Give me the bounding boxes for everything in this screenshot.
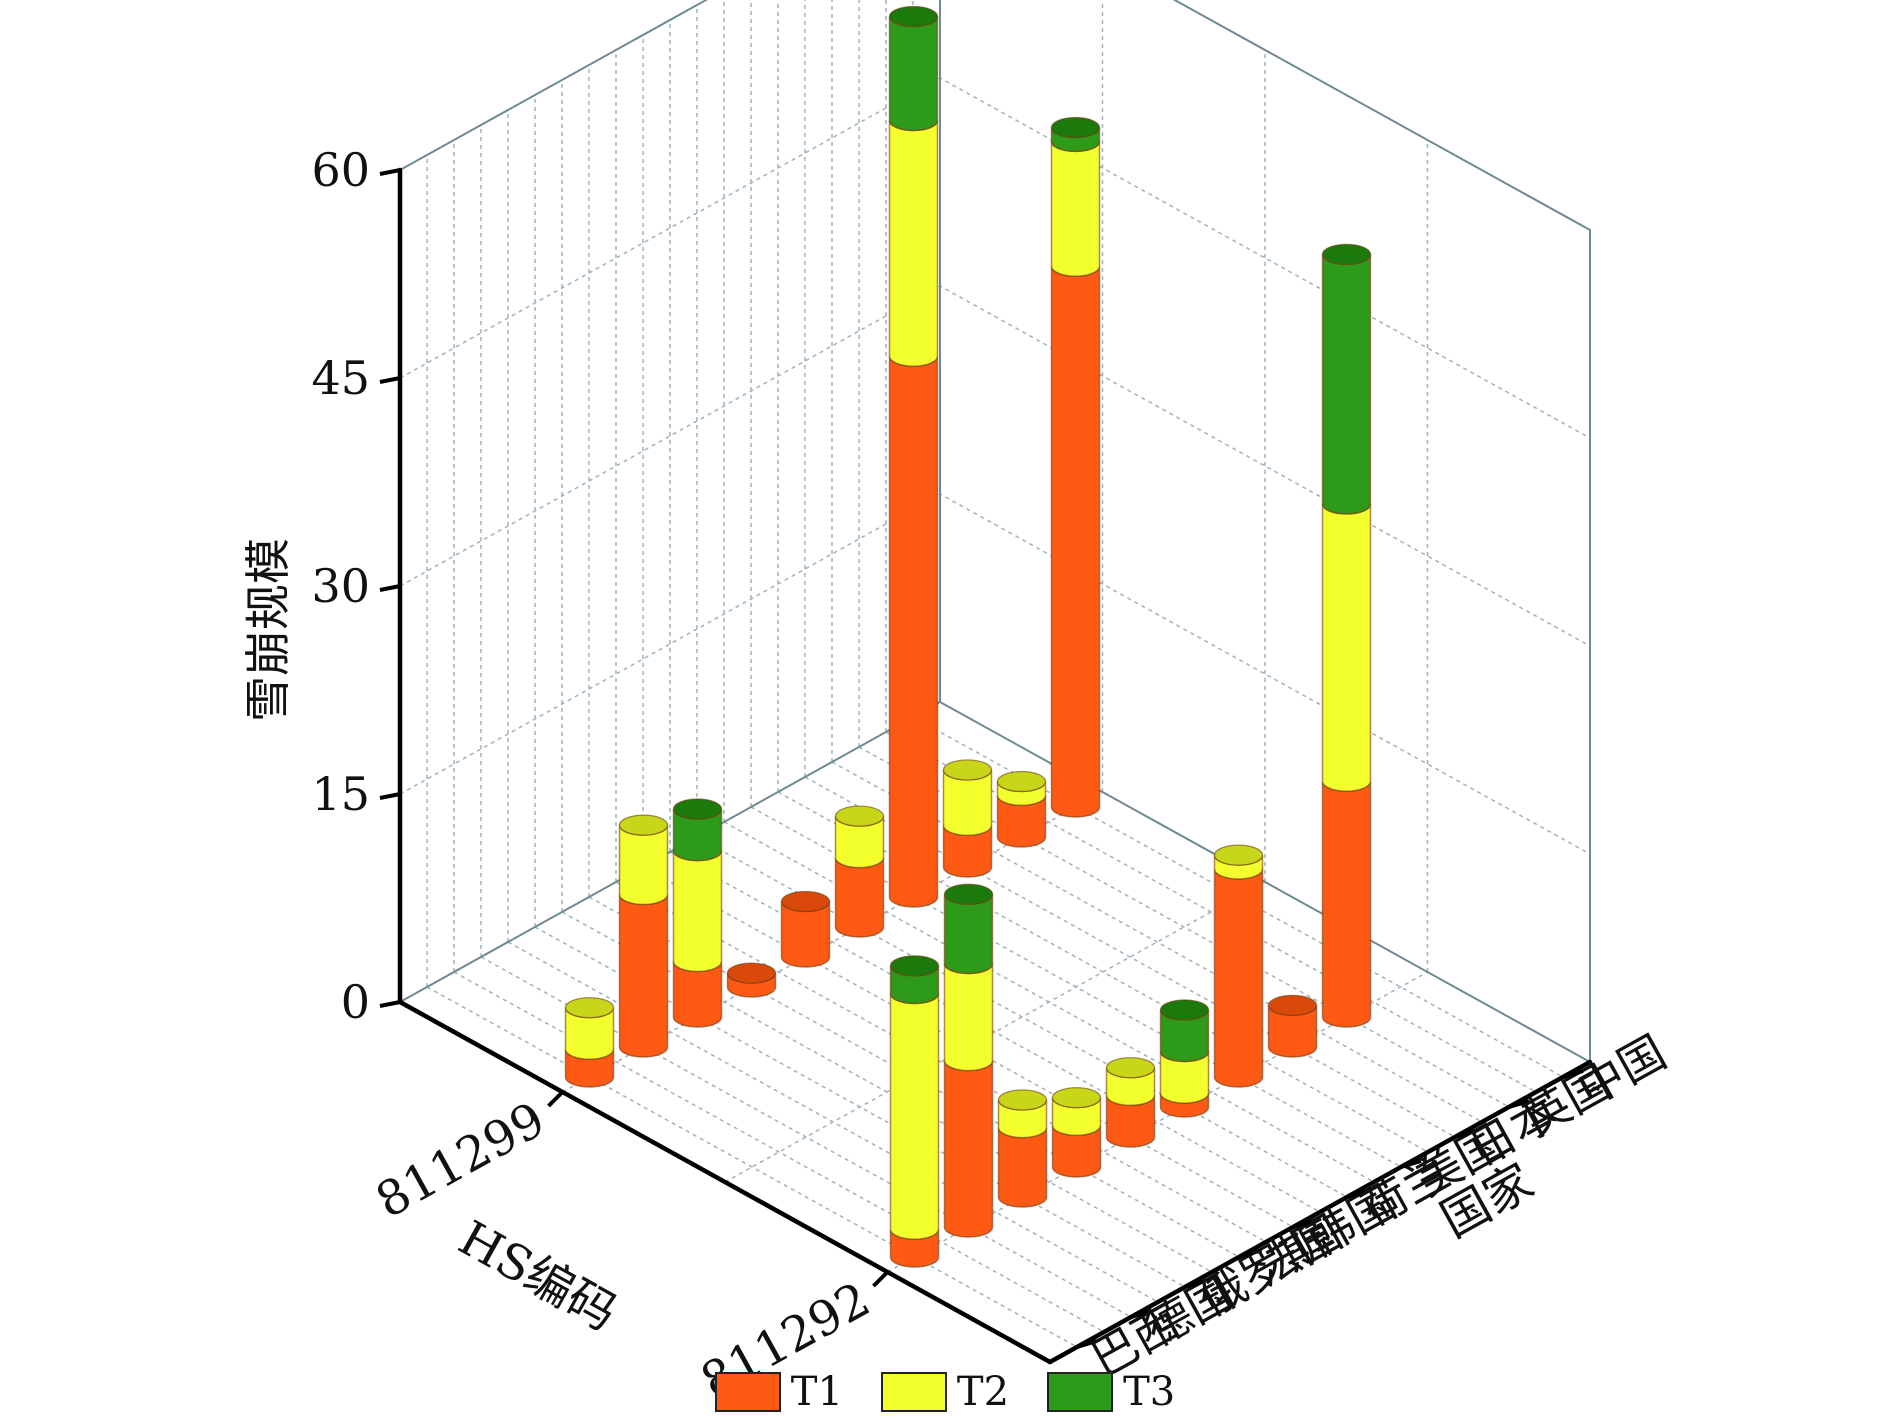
legend: T1 T2 T3 [0, 1368, 1890, 1416]
bar-811292-15-top [1159, 999, 1210, 1021]
code-tick-0 [547, 1090, 564, 1108]
country-tick-8 [1508, 1099, 1530, 1109]
bar-811299-9-seg-T2 [1050, 141, 1101, 277]
frame-back-floor-right [939, 701, 1591, 1063]
bar-811299-6-seg-T2 [888, 120, 939, 367]
legend-swatch-t1 [714, 1372, 781, 1412]
country-tick-6 [1400, 1159, 1422, 1169]
bar-811292-11-seg-T1 [943, 1060, 994, 1238]
bar-811292-14-top [1105, 1057, 1156, 1079]
bar-811292-18-seg-T1 [1321, 781, 1372, 1028]
country-axis-line [1047, 1059, 1593, 1365]
bar-811292-17-top [1267, 994, 1318, 1017]
z-tick-label-3: 45 [311, 351, 370, 405]
legend-swatch-t2 [880, 1372, 947, 1412]
z-tick-4 [379, 168, 401, 176]
bar-811299-8-top [996, 770, 1047, 793]
z-axis-title: 雪崩规模 [241, 538, 295, 722]
z-tick-2 [379, 584, 401, 592]
legend-label-t1: T1 [790, 1369, 843, 1415]
country-tick-1 [1130, 1309, 1152, 1319]
country-tick-9 [1562, 1069, 1584, 1079]
code-axis-line [397, 999, 1053, 1365]
bar-811299-1-seg-T2 [618, 825, 669, 906]
bar-811292-11-seg-T2 [943, 963, 994, 1072]
bar-811299-1-top [618, 814, 669, 836]
bar-811292-10-top [889, 955, 940, 977]
bar-811292-18-seg-T2 [1321, 503, 1372, 792]
bar-811299-5-top [834, 805, 885, 827]
code-tick-1 [872, 1270, 889, 1288]
bar-811299-6-top [888, 5, 939, 28]
country-tick-3 [1238, 1249, 1260, 1259]
legend-label-t2: T2 [956, 1369, 1010, 1415]
z-tick-label-0: 0 [341, 975, 370, 1029]
bar-811299-9-seg-T1 [1050, 266, 1101, 818]
grid-floor-v-1 [426, 986, 1078, 1348]
bar-811292-10-seg-T2 [889, 993, 940, 1240]
bar-811292-18-top [1321, 243, 1372, 265]
bar-811299-1-seg-T1 [618, 894, 669, 1058]
bar-811299-9-top [1050, 116, 1101, 139]
legend-label-t3: T3 [1123, 1369, 1176, 1415]
bar-811292-12-top [997, 1089, 1048, 1111]
legend-item-t3: T3 [1047, 1369, 1175, 1415]
z-tick-0 [379, 1000, 401, 1008]
country-tick-2 [1184, 1279, 1206, 1289]
grid-floor-u-2 [724, 881, 1266, 1183]
grid-floor-v-10 [669, 851, 1321, 1213]
legend-item-t1: T1 [714, 1369, 843, 1415]
country-tick-0 [1076, 1339, 1098, 1349]
legend-swatch-t3 [1047, 1372, 1114, 1412]
frame-back-floor-left [399, 701, 941, 1003]
country-tick-7 [1454, 1129, 1476, 1139]
bar-811299-5-seg-T1 [834, 857, 885, 938]
z-tick-label-4: 60 [311, 143, 370, 197]
bar-811299-7-top [942, 759, 993, 781]
bar-811299-2-seg-T2 [672, 850, 723, 973]
bar-811292-11-seg-T3 [943, 894, 994, 975]
frame-top [399, 0, 1591, 1062]
code-tick-label-0: 811299 [367, 1092, 554, 1230]
legend-item-t2: T2 [880, 1369, 1010, 1415]
bar-811292-16-top [1213, 844, 1264, 866]
z-tick-3 [379, 376, 401, 384]
bar-811292-13-top [1051, 1087, 1102, 1109]
bar-811292-12-seg-T1 [997, 1127, 1048, 1208]
grid-floor-v-2 [453, 971, 1105, 1333]
grid-floor-v-8 [615, 881, 1267, 1243]
bar-811299-3-top [726, 962, 777, 984]
bar-811292-18-seg-T3 [1321, 254, 1372, 515]
bar-811292-11-top [943, 883, 994, 905]
z-tick-1 [379, 792, 401, 800]
z-tick-label-1: 15 [311, 767, 370, 821]
country-tick-4 [1292, 1219, 1314, 1229]
code-axis-title: HS编码 [450, 1210, 626, 1342]
bar-811299-0-top [564, 997, 615, 1019]
grid-floor-v-16 [831, 761, 1483, 1123]
bar-811292-16-seg-T1 [1213, 868, 1264, 1088]
bar-811299-2-top [672, 798, 723, 820]
bar-811299-6-seg-T1 [888, 356, 939, 908]
country-tick-5 [1346, 1189, 1368, 1199]
bar-811299-4-top [780, 890, 831, 913]
z-tick-label-2: 30 [311, 559, 370, 613]
bar-811299-6-seg-T3 [888, 16, 939, 132]
